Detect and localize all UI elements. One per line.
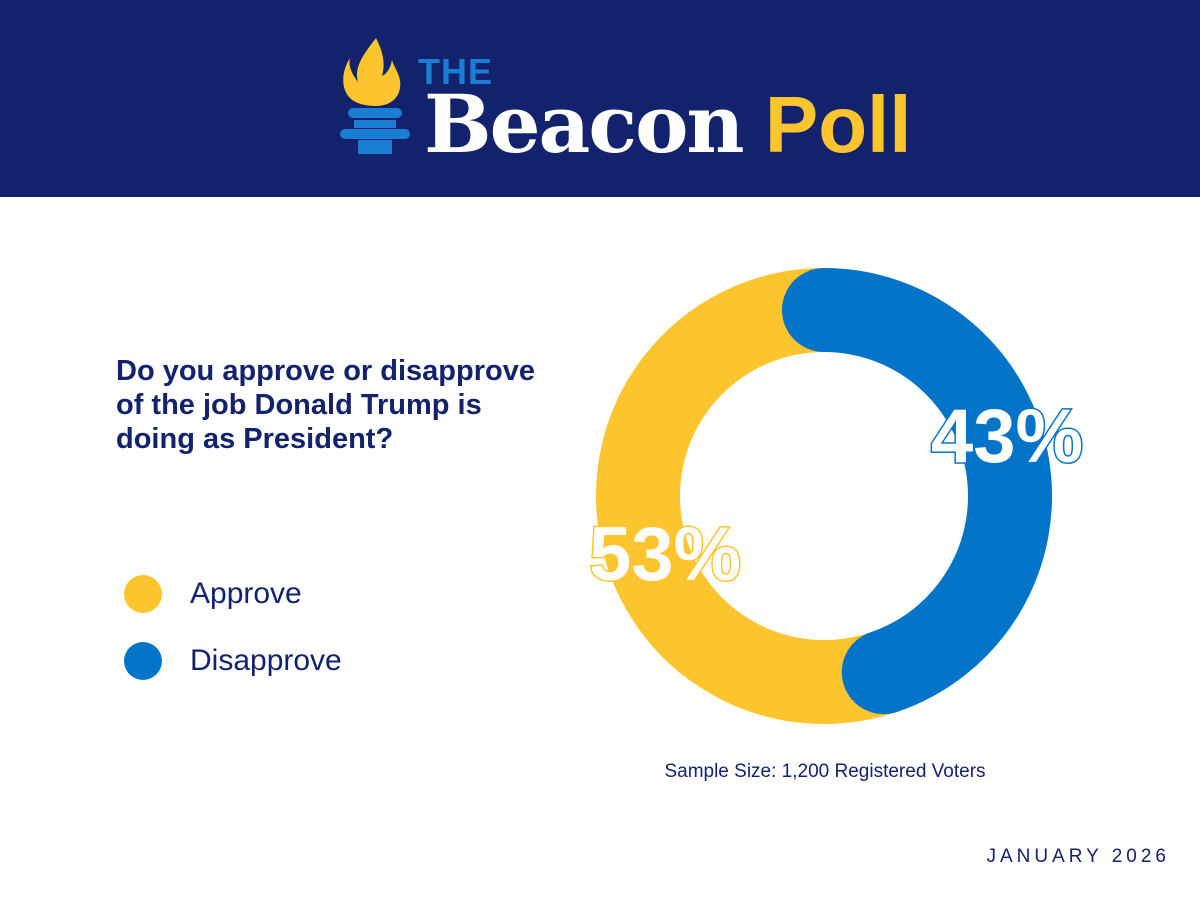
legend-swatch-disapprove bbox=[124, 642, 162, 680]
header-banner: THE Beacon Poll bbox=[0, 0, 1200, 197]
legend-item-approve: Approve bbox=[124, 574, 302, 614]
poll-question: Do you approve or disapprove of the job … bbox=[116, 355, 535, 455]
data-label-disapprove: 43% bbox=[931, 394, 1083, 479]
legend-label-disapprove: Disapprove bbox=[190, 644, 342, 677]
logo-beacon: Beacon bbox=[424, 77, 745, 171]
poll-date: JANUARY 2026 bbox=[986, 846, 1170, 867]
legend-swatch-approve bbox=[124, 575, 162, 613]
legend-item-disapprove: Disapprove bbox=[124, 641, 342, 681]
torch-icon bbox=[340, 38, 410, 154]
data-label-approve: 53% bbox=[589, 512, 741, 597]
sample-size: Sample Size: 1,200 Registered Voters bbox=[664, 761, 986, 782]
logo-poll: Poll bbox=[764, 80, 912, 169]
logo-wordmark: Beacon Poll bbox=[424, 84, 912, 165]
donut-slice-disapprove bbox=[782, 268, 1052, 715]
legend-label-approve: Approve bbox=[190, 577, 302, 610]
logo-the: THE bbox=[418, 51, 493, 92]
donut-slice-approve bbox=[596, 268, 898, 724]
